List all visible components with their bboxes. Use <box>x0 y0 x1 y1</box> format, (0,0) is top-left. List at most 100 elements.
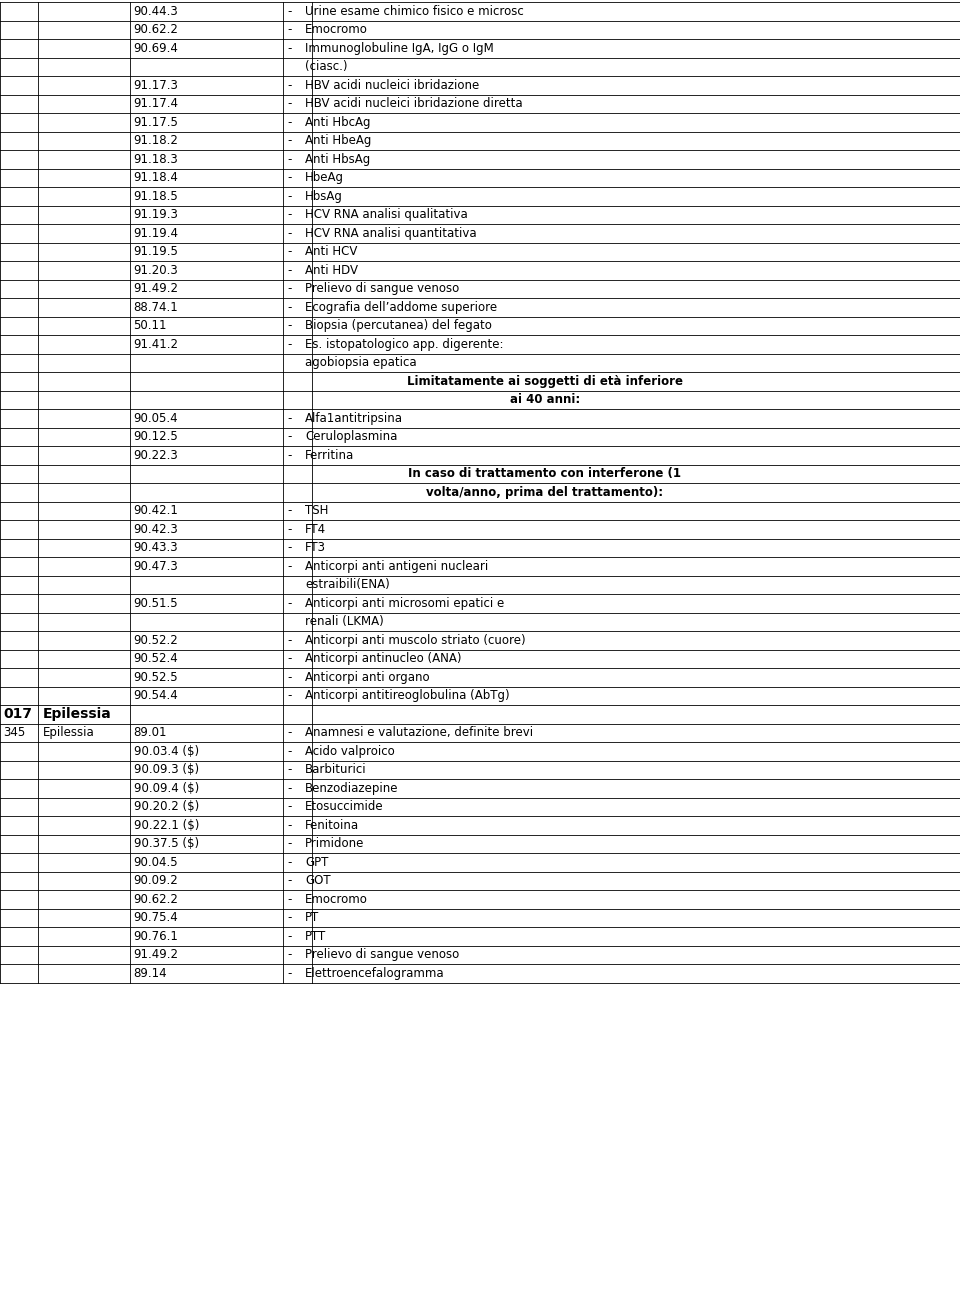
Text: 91.18.4: 91.18.4 <box>133 171 179 184</box>
Text: -: - <box>287 874 292 887</box>
Text: Prelievo di sangue venoso: Prelievo di sangue venoso <box>305 283 460 296</box>
Text: Ceruloplasmina: Ceruloplasmina <box>305 431 397 444</box>
Text: estraibili(ENA): estraibili(ENA) <box>305 578 390 591</box>
Text: 91.41.2: 91.41.2 <box>133 337 179 350</box>
Text: 91.18.5: 91.18.5 <box>133 189 179 202</box>
Text: -: - <box>287 560 292 573</box>
Text: 90.69.4: 90.69.4 <box>133 42 179 54</box>
Text: -: - <box>287 541 292 554</box>
Text: -: - <box>287 449 292 462</box>
Text: 90.05.4: 90.05.4 <box>133 411 179 424</box>
Text: 017: 017 <box>3 707 32 721</box>
Text: -: - <box>287 209 292 222</box>
Text: agobiopsia epatica: agobiopsia epatica <box>305 357 417 370</box>
Text: Anti HbsAg: Anti HbsAg <box>305 153 371 166</box>
Text: 91.19.3: 91.19.3 <box>133 209 179 222</box>
Text: Barbiturici: Barbiturici <box>305 763 367 776</box>
Text: 90.75.4: 90.75.4 <box>133 912 179 925</box>
Text: FT3: FT3 <box>305 541 326 554</box>
Text: Anticorpi antitireoglobulina (AbTg): Anticorpi antitireoglobulina (AbTg) <box>305 689 510 702</box>
Text: GOT: GOT <box>305 874 331 887</box>
Text: GPT: GPT <box>305 856 328 869</box>
Text: 90.12.5: 90.12.5 <box>133 431 179 444</box>
Text: -: - <box>287 23 292 36</box>
Text: -: - <box>287 79 292 92</box>
Text: -: - <box>287 171 292 184</box>
Text: ai 40 anni:: ai 40 anni: <box>510 393 580 406</box>
Text: 90.09.4 ($): 90.09.4 ($) <box>133 782 199 795</box>
Text: HCV RNA analisi quantitativa: HCV RNA analisi quantitativa <box>305 227 477 240</box>
Text: 90.04.5: 90.04.5 <box>133 856 179 869</box>
Text: 91.17.5: 91.17.5 <box>133 115 179 128</box>
Text: 91.18.2: 91.18.2 <box>133 135 179 148</box>
Text: HbeAg: HbeAg <box>305 171 345 184</box>
Text: -: - <box>287 523 292 536</box>
Text: Anticorpi anti organo: Anticorpi anti organo <box>305 671 430 684</box>
Text: Benzodiazepine: Benzodiazepine <box>305 782 398 795</box>
Text: -: - <box>287 782 292 795</box>
Text: -: - <box>287 135 292 148</box>
Text: Anti HbcAg: Anti HbcAg <box>305 115 371 128</box>
Text: 91.19.4: 91.19.4 <box>133 227 179 240</box>
Text: -: - <box>287 818 292 831</box>
Text: 90.42.3: 90.42.3 <box>133 523 179 536</box>
Text: -: - <box>287 115 292 128</box>
Text: 345: 345 <box>3 726 25 739</box>
Text: HBV acidi nucleici ibridazione diretta: HBV acidi nucleici ibridazione diretta <box>305 97 523 110</box>
Text: 90.62.2: 90.62.2 <box>133 892 179 905</box>
Text: -: - <box>287 263 292 276</box>
Text: Anamnesi e valutazione, definite brevi: Anamnesi e valutazione, definite brevi <box>305 726 534 739</box>
Text: -: - <box>287 763 292 776</box>
Text: HbsAg: HbsAg <box>305 189 343 202</box>
Text: -: - <box>287 411 292 424</box>
Text: Fenitoina: Fenitoina <box>305 818 359 831</box>
Text: 90.62.2: 90.62.2 <box>133 23 179 36</box>
Text: TSH: TSH <box>305 505 328 518</box>
Text: -: - <box>287 431 292 444</box>
Text: Epilessia: Epilessia <box>42 707 111 721</box>
Text: -: - <box>287 652 292 665</box>
Text: Anticorpi anti microsomi epatici e: Anticorpi anti microsomi epatici e <box>305 597 504 610</box>
Text: 90.54.4: 90.54.4 <box>133 689 179 702</box>
Text: -: - <box>287 5 292 18</box>
Text: PTT: PTT <box>305 930 326 943</box>
Text: -: - <box>287 966 292 979</box>
Text: -: - <box>287 912 292 925</box>
Text: Etosuccimide: Etosuccimide <box>305 800 384 813</box>
Text: Anti HDV: Anti HDV <box>305 263 358 276</box>
Text: 90.51.5: 90.51.5 <box>133 597 179 610</box>
Text: -: - <box>287 319 292 332</box>
Text: Ferritina: Ferritina <box>305 449 354 462</box>
Text: -: - <box>287 245 292 258</box>
Text: Alfa1antitripsina: Alfa1antitripsina <box>305 411 403 424</box>
Text: -: - <box>287 800 292 813</box>
Text: Anti HCV: Anti HCV <box>305 245 357 258</box>
Text: Biopsia (percutanea) del fegato: Biopsia (percutanea) del fegato <box>305 319 492 332</box>
Text: PT: PT <box>305 912 320 925</box>
Text: 90.22.3: 90.22.3 <box>133 449 179 462</box>
Text: 91.49.2: 91.49.2 <box>133 283 179 296</box>
Text: -: - <box>287 634 292 647</box>
Text: -: - <box>287 227 292 240</box>
Text: FT4: FT4 <box>305 523 326 536</box>
Text: 91.18.3: 91.18.3 <box>133 153 179 166</box>
Text: -: - <box>287 744 292 757</box>
Text: Anti HbeAg: Anti HbeAg <box>305 135 372 148</box>
Text: Anticorpi antinucleo (ANA): Anticorpi antinucleo (ANA) <box>305 652 462 665</box>
Text: Emocromo: Emocromo <box>305 23 368 36</box>
Text: In caso di trattamento con interferone (1: In caso di trattamento con interferone (… <box>408 467 682 480</box>
Text: -: - <box>287 597 292 610</box>
Text: 90.52.4: 90.52.4 <box>133 652 179 665</box>
Text: 89.01: 89.01 <box>133 726 167 739</box>
Text: -: - <box>287 301 292 314</box>
Text: 90.47.3: 90.47.3 <box>133 560 179 573</box>
Text: Ecografia dell’addome superiore: Ecografia dell’addome superiore <box>305 301 497 314</box>
Text: 90.52.2: 90.52.2 <box>133 634 179 647</box>
Text: -: - <box>287 505 292 518</box>
Text: -: - <box>287 153 292 166</box>
Text: 89.14: 89.14 <box>133 966 167 979</box>
Text: -: - <box>287 948 292 961</box>
Text: 90.09.2: 90.09.2 <box>133 874 179 887</box>
Text: 90.20.2 ($): 90.20.2 ($) <box>133 800 199 813</box>
Text: -: - <box>287 930 292 943</box>
